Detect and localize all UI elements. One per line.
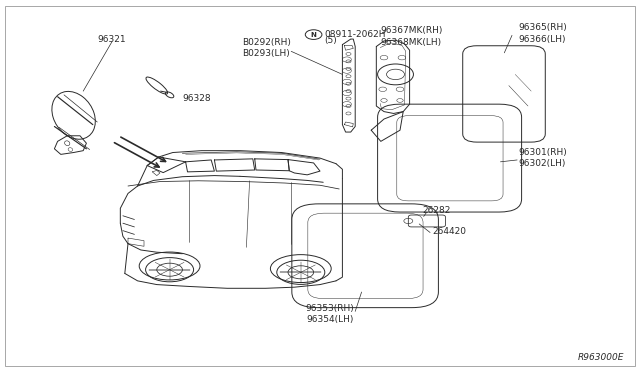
Text: B0292(RH)
B0293(LH): B0292(RH) B0293(LH)	[242, 38, 291, 58]
Text: 264420: 264420	[432, 227, 466, 236]
Text: 96321: 96321	[98, 35, 126, 44]
Text: 96301(RH)
96302(LH): 96301(RH) 96302(LH)	[518, 148, 567, 168]
Text: R963000E: R963000E	[577, 353, 624, 362]
Text: N: N	[310, 32, 317, 38]
Text: 96365(RH)
96366(LH): 96365(RH) 96366(LH)	[518, 23, 567, 44]
Text: 08911-2062H: 08911-2062H	[324, 30, 386, 39]
Text: 96328: 96328	[182, 94, 211, 103]
Text: 96353(RH)
96354(LH): 96353(RH) 96354(LH)	[305, 304, 354, 324]
Text: 96367MK(RH)
96368MK(LH): 96367MK(RH) 96368MK(LH)	[381, 26, 443, 46]
Text: (5): (5)	[324, 36, 337, 45]
Text: 26282: 26282	[422, 206, 451, 215]
Circle shape	[305, 30, 322, 39]
